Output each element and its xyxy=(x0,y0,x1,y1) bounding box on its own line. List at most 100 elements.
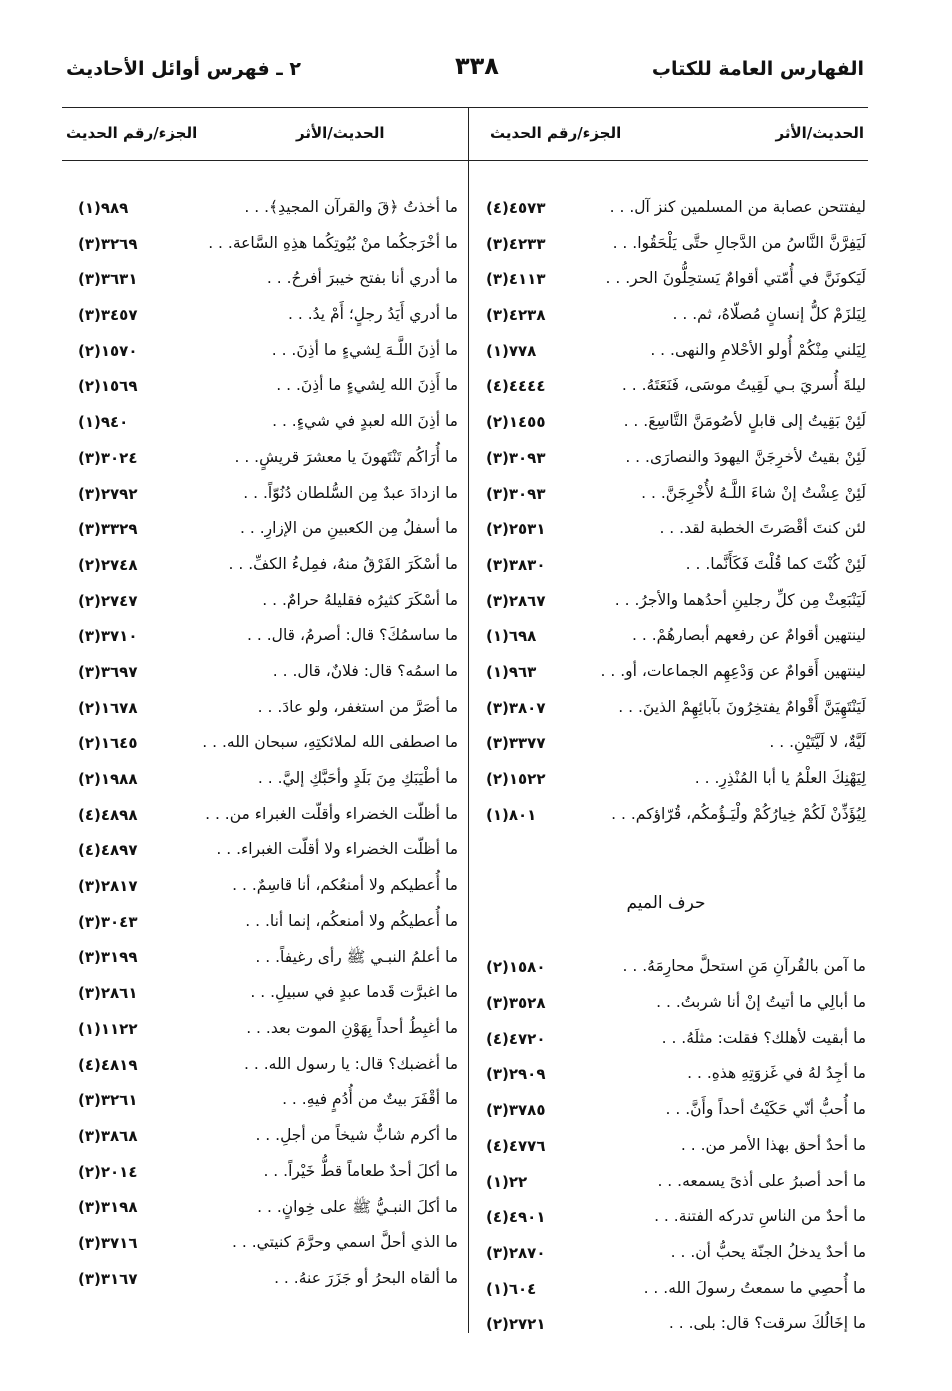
index-entry: لِيَهْنِكَ العلْمُ يا أبا المُنْذِرِ. . … xyxy=(466,767,866,803)
section-heading: حرف الميم xyxy=(626,893,706,914)
volume-hadith-ref: ٣٧٨٥(٣) xyxy=(486,1101,546,1120)
volume-hadith-ref: ٣٦٣١(٣) xyxy=(78,270,138,289)
right-col-hadith-header: الحديث/الأثر xyxy=(775,124,864,142)
index-entry: ما اسمُه؟ قال: فلانٌ، قال. . . ٣٦٩٧(٣) xyxy=(58,660,458,696)
hadith-incipit: لينتهين أقوامٌ عن رفعهم أبصارهُمْ. . . xyxy=(632,626,866,645)
hadith-incipit: ما أسفلُ مِن الكعبينِ من الإزارِ. . . xyxy=(239,519,458,538)
index-entry: ما أُعطيكم ولا أمنعُكم، أنا قاسِمٌ. . . ٢… xyxy=(58,874,458,910)
hadith-incipit: ما اصطفى الله لملائكتِهِ، سبحان الله. . … xyxy=(202,733,458,752)
index-entry: ليفتتحن عصابة من المسلمين كنز آل. . . ٤٥٧… xyxy=(466,196,866,232)
hadith-incipit: لَئِنْ بقيتُ لأخرِجَنَّ اليهودَ والنصارَ… xyxy=(625,447,866,466)
index-entry: لِيَلني مِنْكُمْ أُولو الأحْلامِ والنهى.… xyxy=(466,339,866,375)
index-entry: ما ازدادَ عبدٌ مِن السُّلطان دُنُوّاً. .… xyxy=(58,482,458,518)
hadith-incipit: ما أحدٌ يدخلُ الجنّة يحبُّ أن. . . xyxy=(670,1242,866,1261)
index-entry: ما أبقيت لأهلك؟ فقلت: مثلَهُ. . . ٤٧٢٠(٤) xyxy=(466,1027,866,1063)
index-entry: لينتهين أَقوامٌ عن وَدْعِهِم الجماعات، أ… xyxy=(466,660,866,696)
volume-hadith-ref: ٤٨٩٨(٤) xyxy=(78,805,138,824)
volume-hadith-ref: ٤٢٣٨(٣) xyxy=(486,306,546,325)
index-entry: لِيُؤَذِّنْ لَكُمْ خِيارُكُمْ ولْيَـؤُمك… xyxy=(466,803,866,839)
volume-hadith-ref: ٣٨٣٠(٣) xyxy=(486,555,546,574)
hadith-incipit: ما أَذِنَ الله لِشيءٍ ما أذِنَ. . . xyxy=(276,376,458,395)
hadith-incipit: ما أعلمُ النبـي ﷺ رأى رغيفاً. . . xyxy=(255,948,458,967)
volume-hadith-ref: ١٦٧٨(٢) xyxy=(78,698,138,717)
index-entry: ما اصطفى الله لملائكتِهِ، سبحان الله. . … xyxy=(58,731,458,767)
hadith-incipit: ما أحدٌ أحق بهذا الأمر من. . . xyxy=(680,1135,866,1154)
index-entry: ما أدري أنا بفتح خيبرَ أفرحُ. . . ٣٦٣١(٣) xyxy=(58,267,458,303)
volume-hadith-ref: ١٥٦٩(٢) xyxy=(78,377,138,396)
hadith-incipit: لَيَفِرَّنَّ النَّاسُ من الدَّجالِ حتَّى… xyxy=(612,233,866,252)
hadith-incipit: لَيَّةٌ، لا لَيَّتَيْنِ. . . xyxy=(769,733,866,752)
hadith-incipit: ما أُحصِي ما سمعتُ رسولَ الله. . . xyxy=(643,1278,866,1297)
hadith-incipit: ما أكلَ أحدٌ طعاماً قطُّ خَيْراً. . . xyxy=(263,1161,458,1180)
volume-hadith-ref: ١١٢٢(١) xyxy=(78,1019,138,1038)
hadith-incipit: لَيَنْتَهِيَنَّ أَقْوامٌ يفتخِرُونَ بآبا… xyxy=(618,697,866,716)
hadith-incipit: ما أسْكَرَ كثيرُه فقليلهُ حرامٌ. . . xyxy=(262,590,458,609)
index-entry: ما أكلَ أحدٌ طعاماً قطُّ خَيْراً. . . ٢٠١… xyxy=(58,1160,458,1196)
column-divider xyxy=(468,108,469,1333)
volume-hadith-ref: ٣٧١٦(٣) xyxy=(78,1233,138,1252)
hadith-incipit: لِيَلني مِنْكُمْ أُولو الأحْلامِ والنهى.… xyxy=(650,340,866,359)
hadith-incipit: ما أغضبك؟ قال: يا رسول الله. . . xyxy=(244,1054,458,1073)
volume-hadith-ref: ٢٨١٧(٣) xyxy=(78,877,138,896)
volume-hadith-ref: ٧٧٨(١) xyxy=(486,341,537,360)
entries-list-bottom: ما آمن بالقُرآنِ مَنِ استحلَّ محارِمَهُ.… xyxy=(466,955,866,1348)
index-entry: ما أذِنَ الله لعبدٍ في شيءٍ. . . ٩٤٠(١) xyxy=(58,410,458,446)
hadith-incipit: لِيُؤَذِّنْ لَكُمْ خِيارُكُمْ ولْيَـؤُمك… xyxy=(611,804,866,823)
index-entry: لَيَنْبَعِثْ مِن كلِّ رجلينِ أحدُهما وال… xyxy=(466,589,866,625)
hadith-incipit: لَئِنْ كُنْتَ كما قُلْتَ فَكَأَنَّما. . … xyxy=(685,554,866,573)
volume-hadith-ref: ٢٨٦٧(٣) xyxy=(486,591,546,610)
index-entry: ما أَذِنَ الله لِشيءٍ ما أذِنَ. . . ١٥٦٩(… xyxy=(58,374,458,410)
volume-hadith-ref: ٢٥٣١(٢) xyxy=(486,520,546,539)
index-entry: لَئِنْ كُنْتَ كما قُلْتَ فَكَأَنَّما. . … xyxy=(466,553,866,589)
volume-hadith-ref: ٣١٦٧(٣) xyxy=(78,1269,138,1288)
index-entry: ما أُعطيكُم ولا أمنعكُم، إنما أنا. . . ٣٠… xyxy=(58,910,458,946)
index-entry: ما أكرم شابٌّ شيخاً من أجلِ. . . ٣٨٦٨(٣) xyxy=(58,1124,458,1160)
index-entry: ما أعلمُ النبـي ﷺ رأى رغيفاً. . . ٣١٩٩(٣) xyxy=(58,945,458,981)
hadith-incipit: ما إخَالُكَ سرقت؟ قال: بلى. . . xyxy=(668,1314,866,1333)
hadith-incipit: لينتهين أَقوامٌ عن وَدْعِهِم الجماعات، أ… xyxy=(600,661,867,680)
volume-hadith-ref: ٣٠٩٣(٣) xyxy=(486,448,546,467)
hadith-incipit: ما أخذتُ ﴿قَ والقرآن المجيدِ﴾. . . xyxy=(244,198,458,216)
hadith-incipit: ما أذِنَ اللَّـهَ لِشيءٍ ما أذِنَ. . . xyxy=(271,340,458,359)
index-entry: ما أسْكَرَ الفَرْقُ منهُ، فمِلءُ الكفِّ.… xyxy=(58,553,458,589)
index-entry: لَيَنْتَهِيَنَّ أَقْوامٌ يفتخِرُونَ بآبا… xyxy=(466,696,866,732)
hadith-incipit: ما أكلَ النبـيُّ ﷺ على خِوانٍ. . . xyxy=(257,1198,458,1217)
volume-hadith-ref: ٣٤٥٧(٣) xyxy=(78,306,138,325)
volume-hadith-ref: ٣٠٩٣(٣) xyxy=(486,484,546,503)
hadith-incipit: ما أذِنَ الله لعبدٍ في شيءٍ. . . xyxy=(272,412,458,431)
hadith-incipit: ما أدري أنا بفتح خيبرَ أفرحُ. . . xyxy=(266,269,458,288)
volume-hadith-ref: ١٤٥٥(٢) xyxy=(486,413,546,432)
index-entry: ما أُحصِي ما سمعتُ رسولَ الله. . . ٦٠٤(١) xyxy=(466,1277,866,1313)
index-entry: ما أصَرَّ من استغفر، ولو عادَ. . . ١٦٧٨(٢… xyxy=(58,696,458,732)
volume-hadith-ref: ٤٨١٩(٤) xyxy=(78,1055,138,1074)
index-entry: ما أغضبك؟ قال: يا رسول الله. . . ٤٨١٩(٤) xyxy=(58,1053,458,1089)
hadith-incipit: ما ألقاه البحرُ أو جَزَرَ عنهُ. . . xyxy=(274,1268,458,1287)
volume-hadith-ref: ٤٥٧٣(٤) xyxy=(486,199,546,217)
hadith-incipit: ما آمن بالقُرآنِ مَنِ استحلَّ محارِمَهُ.… xyxy=(622,957,867,976)
volume-hadith-ref: ١٥٨٠(٢) xyxy=(486,958,546,977)
volume-hadith-ref: ٤٩٠١(٤) xyxy=(486,1208,546,1227)
index-entry: ما أذِنَ اللَّـهَ لِشيءٍ ما أذِنَ. . . ١٥… xyxy=(58,339,458,375)
volume-hadith-ref: ١٩٨٨(٢) xyxy=(78,770,138,788)
index-entry: ما آمن بالقُرآنِ مَنِ استحلَّ محارِمَهُ.… xyxy=(466,955,866,991)
index-entry: ما ساسمُكَ؟ قال: أصرمُ، قال. . . ٣٧١٠(٣) xyxy=(58,624,458,660)
index-entry: لَئِنْ بَقِيتُ إلى قابلٍ لأصُومَنَّ التَ… xyxy=(466,410,866,446)
volume-hadith-ref: ٤٨٩٧(٤) xyxy=(78,841,138,860)
volume-hadith-ref: ٣٢٦٩(٣) xyxy=(78,234,138,253)
volume-hadith-ref: ١٦٤٥(٢) xyxy=(78,734,138,753)
hadith-incipit: لَئِنْ بَقِيتُ إلى قابلٍ لأصُومَنَّ التَ… xyxy=(623,412,866,431)
volume-hadith-ref: ١٥٧٠(٢) xyxy=(78,341,138,360)
index-entry: لَيَفِرَّنَّ النَّاسُ من الدَّجالِ حتَّى… xyxy=(466,232,866,268)
index-entry: ما أسفلُ مِن الكعبينِ من الإزارِ. . . ٣٣٢… xyxy=(58,517,458,553)
volume-hadith-ref: ٢٨٧٠(٣) xyxy=(486,1243,546,1262)
volume-hadith-ref: ٦٩٨(١) xyxy=(486,627,537,646)
index-entry: ليلةَ أُسريَ بـي لَقِيتُ موسَى، فَنَعَتَ… xyxy=(466,374,866,410)
running-header-section: ٢ ـ فهرس أوائل الأحاديث xyxy=(66,58,301,80)
left-col-ref-header: الجزء/رقم الحديث xyxy=(66,124,198,142)
entries-list: ما أخذتُ ﴿قَ والقرآن المجيدِ﴾. . . ٩٨٩(١)… xyxy=(58,196,458,1302)
hadith-incipit: ما أخْرَجكُما منْ بُيُوتِكُما هذِهِ السَ… xyxy=(208,233,458,252)
hadith-incipit: لِيَلزَمْ كلُّ إنسانٍ مُصلّاهُ، ثم. . . xyxy=(672,305,866,324)
index-entry: ما أُحبُّ أنّي حَكَيْتُ أحداً وأَنَّ. . … xyxy=(466,1098,866,1134)
hadith-incipit: ما أبقيت لأهلك؟ فقلت: مثلَهُ. . . xyxy=(661,1028,866,1047)
index-entry: ما أخذتُ ﴿قَ والقرآن المجيدِ﴾. . . ٩٨٩(١) xyxy=(58,196,458,232)
